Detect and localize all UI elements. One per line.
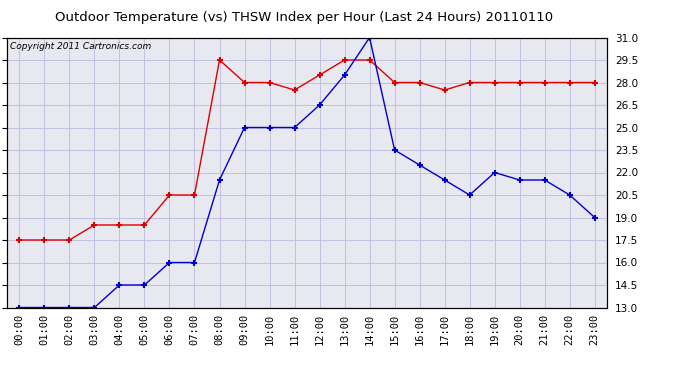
Text: Outdoor Temperature (vs) THSW Index per Hour (Last 24 Hours) 20110110: Outdoor Temperature (vs) THSW Index per … — [55, 11, 553, 24]
Text: Copyright 2011 Cartronics.com: Copyright 2011 Cartronics.com — [10, 42, 151, 51]
